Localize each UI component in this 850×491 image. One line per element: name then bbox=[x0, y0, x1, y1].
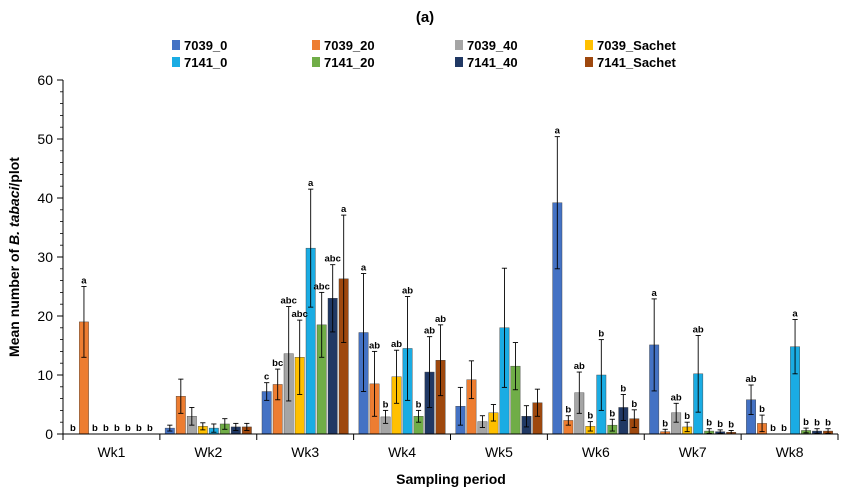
legend-label: 7039_20 bbox=[324, 38, 375, 53]
legend-swatch bbox=[312, 57, 320, 67]
significance-letter: b bbox=[770, 423, 776, 434]
significance-letter: ab bbox=[424, 326, 435, 337]
significance-letter: ab bbox=[435, 314, 446, 325]
y-tick-label: 30 bbox=[37, 249, 53, 265]
significance-letter: ab bbox=[574, 361, 585, 372]
legend-label: 7039_40 bbox=[467, 38, 518, 53]
chart-title: (a) bbox=[416, 9, 434, 26]
significance-letter: ab bbox=[693, 324, 704, 335]
legend-label: 7141_0 bbox=[184, 55, 227, 70]
legend-swatch bbox=[172, 57, 180, 67]
significance-letter: b bbox=[565, 405, 571, 416]
significance-letter: ab bbox=[746, 374, 757, 385]
significance-letter: ab bbox=[671, 392, 682, 403]
x-tick-label: Wk2 bbox=[194, 444, 222, 460]
significance-letter: b bbox=[136, 423, 142, 434]
significance-letter: abc bbox=[325, 254, 341, 265]
significance-letter: b bbox=[125, 423, 131, 434]
significance-letter: b bbox=[662, 418, 668, 429]
significance-letter: b bbox=[631, 399, 637, 410]
significance-letter: b bbox=[114, 423, 120, 434]
x-tick-label: Wk6 bbox=[582, 444, 610, 460]
x-tick-label: Wk5 bbox=[485, 444, 513, 460]
significance-letter: b bbox=[803, 417, 809, 428]
y-axis-label-species: B. tabaci bbox=[6, 185, 22, 244]
legend-label: 7141_Sachet bbox=[597, 55, 676, 70]
x-tick-label: Wk3 bbox=[291, 444, 319, 460]
x-ticks: Wk1 Wk2 Wk3 Wk4 Wk5 Wk6 Wk7 Wk8 bbox=[62, 434, 839, 460]
significance-letter: abc bbox=[292, 309, 308, 320]
significance-letter: b bbox=[620, 383, 626, 394]
significance-letter: b bbox=[103, 423, 109, 434]
significance-letters: bab b b b b bcbcabcabcaabcabcaaabbababbababab… bbox=[70, 126, 831, 434]
y-ticks: 0 10 20 30 40 50 60 bbox=[37, 72, 63, 442]
legend-swatch bbox=[455, 57, 463, 67]
y-tick-label: 50 bbox=[37, 131, 53, 147]
y-tick-label: 0 bbox=[45, 426, 53, 442]
significance-letter: ab bbox=[391, 339, 402, 350]
significance-letter: b bbox=[70, 423, 76, 434]
significance-letter: abc bbox=[314, 281, 330, 292]
x-tick-label: Wk7 bbox=[679, 444, 707, 460]
significance-letter: ab bbox=[402, 286, 413, 297]
significance-letter: a bbox=[308, 178, 314, 189]
x-tick-label: Wk1 bbox=[97, 444, 125, 460]
significance-letter: b bbox=[717, 419, 723, 430]
legend-label: 7141_20 bbox=[324, 55, 375, 70]
significance-letter: b bbox=[759, 404, 765, 415]
significance-letter: a bbox=[341, 204, 347, 215]
significance-letter: abc bbox=[281, 296, 297, 307]
significance-letter: b bbox=[728, 419, 734, 430]
significance-letter: b bbox=[416, 399, 422, 410]
legend: 7039_0 7039_20 7039_40 7039_Sachet 7141_0 714… bbox=[172, 38, 676, 70]
legend-swatch bbox=[172, 40, 180, 50]
bars bbox=[79, 202, 833, 435]
significance-letter: b bbox=[587, 411, 593, 422]
significance-letter: b bbox=[147, 423, 153, 434]
legend-label: 7039_0 bbox=[184, 38, 227, 53]
y-axis-label-prefix: Mean number of bbox=[6, 245, 22, 357]
y-tick-label: 10 bbox=[37, 367, 53, 383]
significance-letter: bc bbox=[272, 358, 283, 369]
significance-letter: a bbox=[555, 126, 561, 137]
significance-letter: b bbox=[684, 411, 690, 422]
significance-letter: ab bbox=[369, 340, 380, 351]
y-tick-label: 40 bbox=[37, 190, 53, 206]
significance-letter: b bbox=[598, 329, 604, 340]
significance-letter: b bbox=[825, 418, 831, 429]
significance-letter: b bbox=[609, 408, 615, 419]
y-tick-label: 20 bbox=[37, 308, 53, 324]
significance-letter: a bbox=[792, 309, 798, 320]
significance-letter: a bbox=[652, 288, 658, 299]
legend-label: 7039_Sachet bbox=[597, 38, 676, 53]
y-axis-label-suffix: /plot bbox=[6, 157, 22, 187]
legend-swatch bbox=[312, 40, 320, 50]
significance-letter: b bbox=[814, 418, 820, 429]
significance-letter: a bbox=[361, 263, 367, 274]
legend-label: 7141_40 bbox=[467, 55, 518, 70]
legend-swatch bbox=[455, 40, 463, 50]
plot-area: bab b b b b bcbcabcabcaabcabcaaabbababbababab… bbox=[37, 72, 839, 460]
significance-letter: b bbox=[781, 423, 787, 434]
significance-letter: a bbox=[81, 276, 87, 287]
significance-letter: c bbox=[264, 372, 269, 383]
significance-letter: b bbox=[383, 399, 389, 410]
x-axis-label: Sampling period bbox=[396, 471, 506, 487]
error-bars bbox=[81, 136, 831, 435]
legend-swatch bbox=[585, 40, 593, 50]
legend-swatch bbox=[585, 57, 593, 67]
significance-letter: b bbox=[92, 423, 98, 434]
y-tick-label: 60 bbox=[37, 72, 53, 88]
y-axis-label: Mean number of B. tabaci/plot bbox=[6, 157, 22, 357]
significance-letter: b bbox=[706, 418, 712, 429]
x-tick-label: Wk8 bbox=[776, 444, 804, 460]
x-tick-label: Wk4 bbox=[388, 444, 416, 460]
